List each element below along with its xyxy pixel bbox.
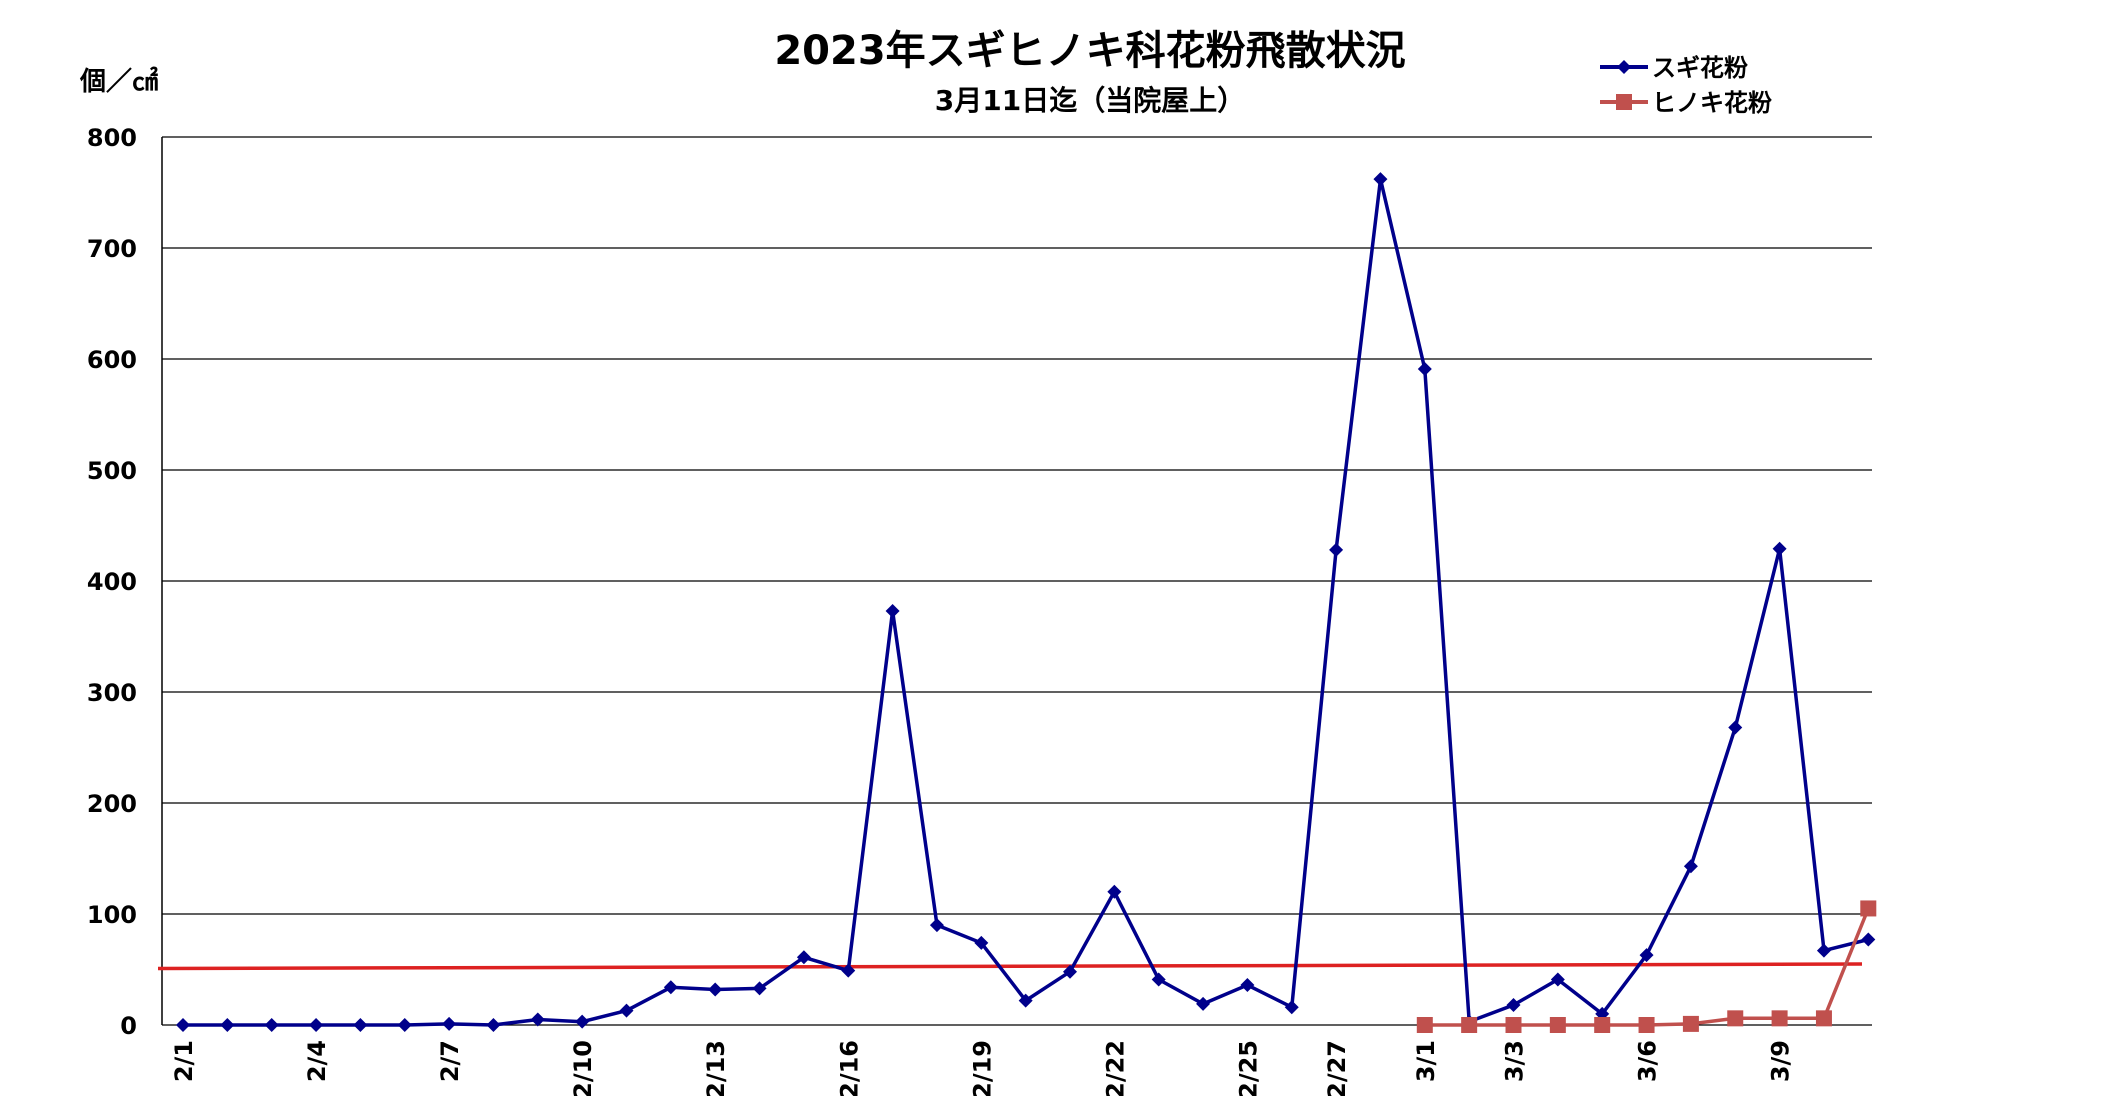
data-point-sugi bbox=[353, 1018, 368, 1032]
data-point-sugi bbox=[1196, 996, 1211, 1011]
x-tick-label: 3/1 bbox=[1412, 1040, 1440, 1082]
data-point-hinoki bbox=[1461, 1017, 1478, 1033]
y-tick-label: 100 bbox=[87, 901, 137, 929]
y-tick-label: 600 bbox=[87, 346, 137, 374]
data-point-sugi bbox=[1151, 972, 1166, 987]
data-point-sugi bbox=[1772, 541, 1787, 556]
data-point-sugi bbox=[708, 982, 723, 997]
data-point-sugi bbox=[1550, 972, 1565, 987]
data-point-sugi bbox=[1240, 978, 1255, 993]
reference-line bbox=[157, 962, 1863, 971]
data-point-sugi bbox=[397, 1018, 412, 1032]
data-point-hinoki bbox=[1860, 900, 1877, 917]
x-tick-label: 3/6 bbox=[1634, 1040, 1662, 1082]
data-point-sugi bbox=[796, 950, 811, 965]
data-point-sugi bbox=[841, 963, 856, 978]
data-point-hinoki bbox=[1682, 1015, 1699, 1032]
y-tick-label: 200 bbox=[87, 790, 137, 818]
data-point-sugi bbox=[530, 1012, 545, 1027]
data-point-sugi bbox=[1683, 859, 1698, 874]
y-axis-label: 個／㎠ bbox=[79, 66, 158, 97]
data-point-sugi bbox=[1373, 172, 1388, 187]
legend-marker-hinoki bbox=[1616, 94, 1632, 110]
data-point-sugi bbox=[752, 981, 767, 996]
data-point-sugi bbox=[974, 935, 989, 950]
y-tick-label: 0 bbox=[120, 1012, 137, 1040]
data-point-sugi bbox=[1861, 932, 1876, 947]
x-tick-label: 3/9 bbox=[1767, 1040, 1795, 1082]
series-line-sugi bbox=[183, 178, 1869, 1027]
data-point-sugi bbox=[486, 1018, 501, 1032]
data-point-sugi bbox=[1728, 720, 1743, 735]
data-point-sugi bbox=[1018, 993, 1033, 1008]
legend-label-hinoki: ヒノキ花粉 bbox=[1652, 89, 1772, 117]
data-point-sugi bbox=[220, 1018, 235, 1032]
x-tick-label: 2/1 bbox=[170, 1040, 198, 1082]
data-point-sugi bbox=[1063, 964, 1077, 979]
data-point-sugi bbox=[1816, 943, 1831, 958]
data-point-hinoki bbox=[1594, 1017, 1611, 1033]
x-tick-label: 3/3 bbox=[1501, 1040, 1529, 1082]
data-point-sugi bbox=[575, 1014, 590, 1029]
data-point-sugi bbox=[929, 918, 944, 933]
x-tick-label: 2/27 bbox=[1323, 1040, 1351, 1096]
x-tick-labels: 2/1 2/4 2/7 2/10 2/13 2/16 2/19 2/22 2/25 2/27 3/1… bbox=[170, 1040, 1795, 1096]
x-tick-label: 2/16 bbox=[835, 1040, 863, 1096]
data-point-sugi bbox=[309, 1018, 324, 1032]
data-point-hinoki bbox=[1638, 1017, 1655, 1033]
x-tick-label: 2/7 bbox=[436, 1040, 464, 1082]
y-tick-labels: 0 100 200 300 400 500 600 700 800 bbox=[87, 124, 137, 1040]
data-point-sugi bbox=[1639, 948, 1654, 963]
data-point-sugi bbox=[1284, 1000, 1299, 1015]
data-point-sugi bbox=[663, 980, 678, 995]
data-point-sugi bbox=[1107, 884, 1122, 899]
y-tick-label: 500 bbox=[87, 457, 137, 485]
series-group bbox=[176, 172, 1877, 1033]
x-tick-label: 2/25 bbox=[1234, 1040, 1262, 1096]
data-point-sugi bbox=[176, 1018, 190, 1032]
x-tick-label: 2/10 bbox=[569, 1040, 597, 1096]
data-point-hinoki bbox=[1771, 1010, 1788, 1027]
data-point-sugi bbox=[442, 1016, 457, 1031]
data-point-sugi bbox=[619, 1003, 634, 1018]
reference-line-group bbox=[157, 962, 1863, 971]
data-point-sugi bbox=[1329, 542, 1344, 557]
x-tick-label: 2/4 bbox=[303, 1040, 331, 1082]
data-point-sugi bbox=[1417, 361, 1432, 376]
data-point-hinoki bbox=[1549, 1017, 1566, 1033]
y-tick-label: 700 bbox=[87, 235, 137, 263]
chart-title: 2023年スギヒノキ科花粉飛散状況 bbox=[774, 28, 1405, 74]
data-point-sugi bbox=[885, 603, 900, 618]
data-point-hinoki bbox=[1727, 1010, 1744, 1027]
legend-marker-sugi bbox=[1617, 60, 1631, 74]
data-point-hinoki bbox=[1505, 1017, 1522, 1033]
x-tick-label: 2/13 bbox=[702, 1040, 730, 1096]
data-point-hinoki bbox=[1815, 1010, 1832, 1027]
y-tick-label: 800 bbox=[87, 124, 137, 152]
chart-subtitle: 3月11日迄（当院屋上） bbox=[935, 84, 1245, 117]
x-tick-label: 2/22 bbox=[1101, 1040, 1129, 1096]
data-point-sugi bbox=[1506, 998, 1521, 1013]
y-tick-label: 400 bbox=[87, 568, 137, 596]
data-point-hinoki bbox=[1416, 1017, 1433, 1033]
grid-lines bbox=[161, 136, 1872, 1026]
y-tick-label: 300 bbox=[87, 679, 137, 707]
x-tick-label: 2/19 bbox=[968, 1040, 996, 1096]
data-point-sugi bbox=[264, 1018, 279, 1032]
legend-label-sugi: スギ花粉 bbox=[1652, 54, 1748, 82]
